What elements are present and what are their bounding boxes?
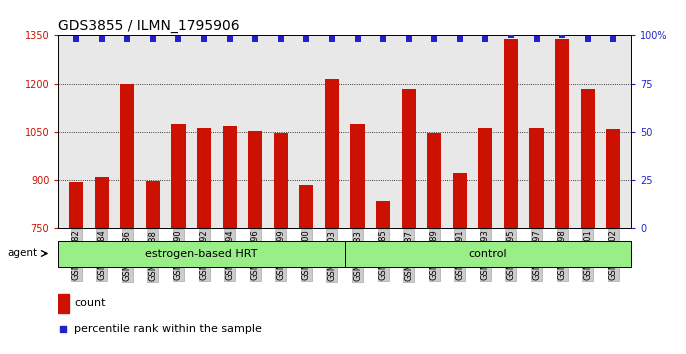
Text: percentile rank within the sample: percentile rank within the sample <box>75 324 262 334</box>
Bar <box>427 133 441 228</box>
Point <box>327 36 338 42</box>
Point <box>71 36 82 42</box>
Bar <box>58 241 344 267</box>
Point <box>608 36 619 42</box>
Bar <box>606 129 620 228</box>
Point <box>506 33 517 38</box>
Bar <box>120 84 134 228</box>
Point <box>58 326 69 332</box>
Bar <box>580 90 595 228</box>
Point <box>556 33 567 38</box>
Bar <box>274 133 288 228</box>
Bar <box>401 90 416 228</box>
Text: GDS3855 / ILMN_1795906: GDS3855 / ILMN_1795906 <box>58 19 240 33</box>
Text: estrogen-based HRT: estrogen-based HRT <box>145 249 258 259</box>
Point <box>352 36 363 42</box>
Point <box>377 36 388 42</box>
Point <box>173 36 184 42</box>
Bar <box>299 185 314 228</box>
Point <box>224 36 235 42</box>
Bar <box>172 124 185 228</box>
Text: control: control <box>469 249 507 259</box>
Point <box>250 36 261 42</box>
Bar <box>453 173 466 228</box>
Point <box>454 36 465 42</box>
Bar <box>69 182 83 228</box>
Bar <box>376 201 390 228</box>
Text: agent: agent <box>7 249 37 258</box>
Bar <box>197 128 211 228</box>
Bar <box>95 177 109 228</box>
Bar <box>530 128 543 228</box>
Bar <box>351 125 364 228</box>
Bar <box>325 79 339 228</box>
Point <box>96 36 107 42</box>
Point <box>582 36 593 42</box>
Point <box>301 36 312 42</box>
Bar <box>146 181 160 228</box>
Bar <box>504 39 518 228</box>
Point <box>480 36 491 42</box>
Bar <box>555 39 569 228</box>
Bar <box>478 128 493 228</box>
Point <box>403 36 414 42</box>
Point <box>122 36 133 42</box>
Point <box>429 36 440 42</box>
Bar <box>248 131 262 228</box>
Bar <box>58 294 69 313</box>
Point <box>147 36 158 42</box>
Bar <box>344 241 631 267</box>
Point <box>531 36 542 42</box>
Bar <box>223 126 237 228</box>
Text: count: count <box>75 298 106 308</box>
Point <box>275 36 286 42</box>
Point <box>198 36 209 42</box>
